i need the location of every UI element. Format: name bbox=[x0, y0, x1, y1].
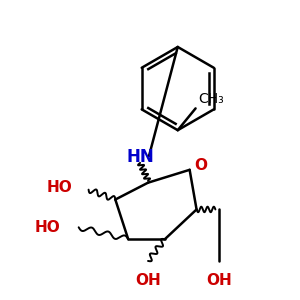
Text: OH: OH bbox=[206, 273, 232, 288]
Text: CH₃: CH₃ bbox=[199, 92, 224, 106]
Text: OH: OH bbox=[135, 273, 161, 288]
Text: O: O bbox=[195, 158, 208, 173]
Text: HO: HO bbox=[35, 220, 61, 235]
Text: HN: HN bbox=[126, 148, 154, 166]
Text: HO: HO bbox=[47, 180, 73, 195]
